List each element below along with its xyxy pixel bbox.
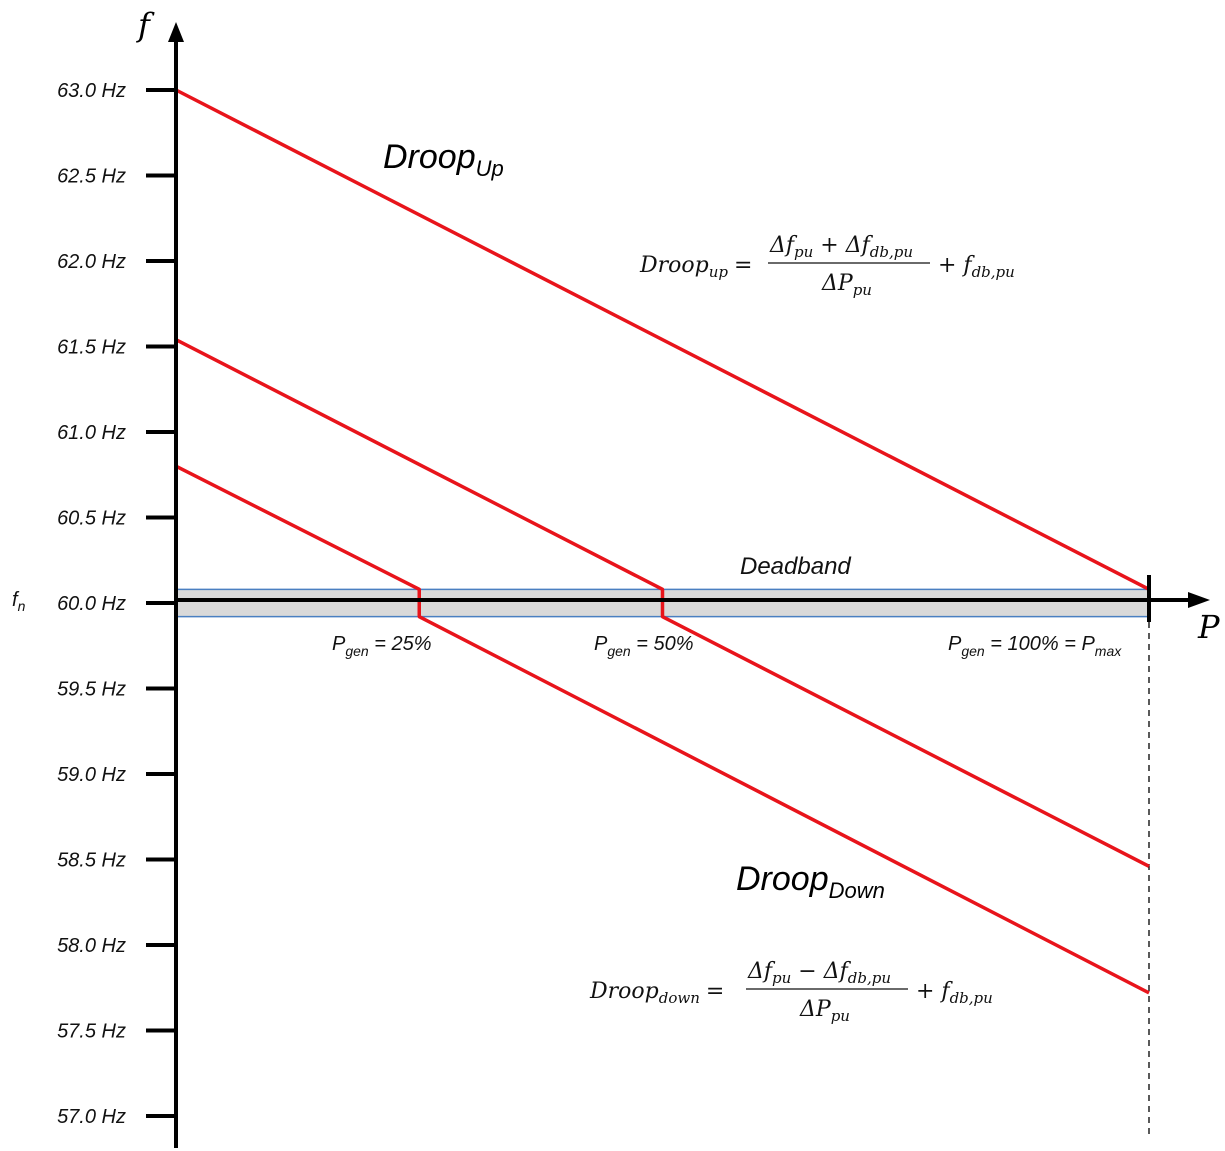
droop-up-eq-plus: + fdb,pu — [938, 253, 1015, 281]
droop-down-eq-denominator: ΔPpu — [799, 997, 850, 1025]
droop-curve — [175, 338, 1150, 868]
y-tick-label: 61.0 Hz — [57, 422, 126, 444]
droop-up-eq-denominator: ΔPpu — [821, 271, 872, 299]
x-axis-letter: P — [1197, 608, 1220, 646]
pgen-100-label: Pgen = 100% = Pmax — [948, 633, 1122, 659]
y-tick-label: 58.0 Hz — [57, 935, 126, 957]
y-tick-label: 59.5 Hz — [57, 679, 126, 701]
droop-down-eq-numerator: Δfpu − Δfdb,pu — [747, 959, 891, 987]
droop-up-equation: Droopup = Δfpu + Δfdb,pu ΔPpu + fdb,pu — [639, 233, 1015, 299]
droop-down-eq-plus: + fdb,pu — [916, 979, 993, 1007]
droop-up-eq-numerator: Δfpu + Δfdb,pu — [769, 233, 913, 261]
droop-down-eq-lhs: Droopdown = — [589, 979, 724, 1007]
y-tick-label: 62.5 Hz — [57, 166, 126, 188]
pgen-50-label: Pgen = 50% — [594, 633, 694, 659]
y-tick-label: 57.0 Hz — [57, 1106, 126, 1128]
y-tick-label: 59.0 Hz — [57, 764, 126, 786]
y-tick-label: 62.0 Hz — [57, 251, 126, 273]
droop-up-title: DroopUp — [383, 138, 504, 181]
droop-curve — [175, 88, 1150, 591]
y-ticks: 63.0 Hz 62.5 Hz 62.0 Hz 61.5 Hz 61.0 Hz 60.5 … — [57, 80, 176, 1128]
pgen-25-label: Pgen = 25% — [332, 633, 432, 659]
droop-curves — [175, 88, 1150, 995]
y-tick-label: 61.5 Hz — [57, 337, 126, 359]
y-tick-label: 58.5 Hz — [57, 850, 126, 872]
y-axis-arrow — [168, 22, 184, 42]
y-tick-label: 60.0 Hz — [57, 593, 126, 615]
droop-down-title: DroopDown — [736, 860, 885, 903]
droop-curve — [175, 464, 1150, 995]
fn-label: fn — [12, 589, 26, 614]
y-tick-label: 60.5 Hz — [57, 508, 126, 530]
y-axis-letter: f — [136, 6, 155, 44]
y-tick-label: 57.5 Hz — [57, 1021, 126, 1043]
droop-down-equation: Droopdown = Δfpu − Δfdb,pu ΔPpu + fdb,pu — [589, 959, 993, 1025]
x-axis-arrow — [1188, 592, 1210, 608]
deadband-label: Deadband — [740, 553, 851, 580]
y-tick-label: 63.0 Hz — [57, 80, 126, 102]
droop-up-eq-lhs: Droopup = — [639, 253, 752, 281]
